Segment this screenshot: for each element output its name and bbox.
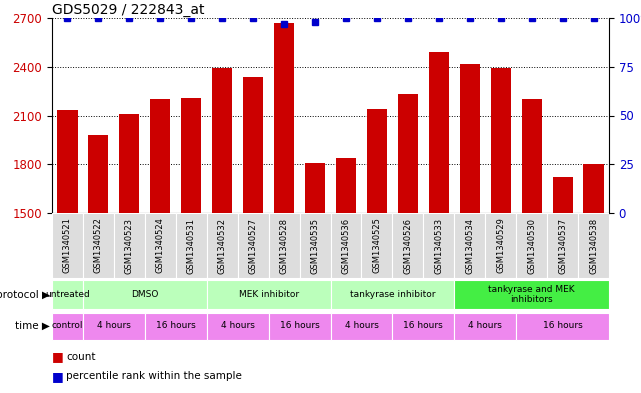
Text: tankyrase inhibitor: tankyrase inhibitor bbox=[349, 290, 435, 299]
Text: GSM1340534: GSM1340534 bbox=[465, 217, 474, 274]
Bar bbox=[398, 94, 418, 213]
Bar bbox=[52, 280, 83, 309]
Bar bbox=[583, 164, 604, 213]
Bar bbox=[392, 213, 423, 278]
Text: MEK inhibitor: MEK inhibitor bbox=[238, 290, 299, 299]
Bar bbox=[269, 312, 331, 340]
Bar bbox=[119, 114, 140, 213]
Bar bbox=[269, 213, 299, 278]
Text: GSM1340522: GSM1340522 bbox=[94, 218, 103, 274]
Text: 16 hours: 16 hours bbox=[403, 321, 443, 331]
Bar bbox=[516, 312, 609, 340]
Text: GSM1340527: GSM1340527 bbox=[249, 217, 258, 274]
Text: GSM1340538: GSM1340538 bbox=[589, 217, 598, 274]
Bar bbox=[212, 68, 232, 213]
Bar bbox=[454, 213, 485, 278]
Bar bbox=[52, 312, 83, 340]
Bar bbox=[367, 109, 387, 213]
Text: 4 hours: 4 hours bbox=[344, 321, 378, 331]
Bar bbox=[114, 213, 145, 278]
Bar bbox=[454, 280, 609, 309]
Bar bbox=[176, 213, 206, 278]
Bar bbox=[578, 213, 609, 278]
Bar bbox=[83, 312, 145, 340]
Bar bbox=[362, 213, 392, 278]
Bar bbox=[274, 23, 294, 213]
Text: GSM1340528: GSM1340528 bbox=[279, 217, 288, 274]
Text: 16 hours: 16 hours bbox=[279, 321, 319, 331]
Text: GSM1340535: GSM1340535 bbox=[310, 217, 319, 274]
Text: time ▶: time ▶ bbox=[15, 321, 50, 331]
Text: GSM1340536: GSM1340536 bbox=[342, 217, 351, 274]
Bar bbox=[52, 213, 83, 278]
Text: ■: ■ bbox=[52, 370, 63, 383]
Text: GSM1340526: GSM1340526 bbox=[403, 217, 412, 274]
Text: GSM1340537: GSM1340537 bbox=[558, 217, 567, 274]
Bar bbox=[522, 99, 542, 213]
Text: 4 hours: 4 hours bbox=[469, 321, 502, 331]
Bar bbox=[88, 135, 108, 213]
Text: GSM1340531: GSM1340531 bbox=[187, 217, 196, 274]
Text: DMSO: DMSO bbox=[131, 290, 158, 299]
Bar bbox=[83, 280, 206, 309]
Bar bbox=[485, 213, 516, 278]
Bar bbox=[150, 99, 171, 213]
Text: tankyrase and MEK
inhibitors: tankyrase and MEK inhibitors bbox=[488, 285, 575, 304]
Bar bbox=[547, 213, 578, 278]
Text: GSM1340529: GSM1340529 bbox=[496, 218, 505, 274]
Bar bbox=[206, 213, 238, 278]
Text: GSM1340532: GSM1340532 bbox=[218, 217, 227, 274]
Bar bbox=[305, 163, 325, 213]
Bar bbox=[206, 312, 269, 340]
Bar bbox=[454, 312, 516, 340]
Text: control: control bbox=[52, 321, 83, 331]
Bar bbox=[553, 177, 572, 213]
Text: 16 hours: 16 hours bbox=[543, 321, 583, 331]
Text: GSM1340524: GSM1340524 bbox=[156, 218, 165, 274]
Bar bbox=[181, 97, 201, 213]
Bar bbox=[83, 213, 114, 278]
Bar bbox=[331, 280, 454, 309]
Text: 4 hours: 4 hours bbox=[221, 321, 254, 331]
Bar bbox=[145, 213, 176, 278]
Bar bbox=[490, 68, 511, 213]
Text: protocol ▶: protocol ▶ bbox=[0, 290, 50, 299]
Bar bbox=[238, 213, 269, 278]
Text: count: count bbox=[66, 352, 96, 362]
Bar bbox=[336, 158, 356, 213]
Bar bbox=[516, 213, 547, 278]
Bar bbox=[331, 312, 392, 340]
Text: 16 hours: 16 hours bbox=[156, 321, 196, 331]
Bar bbox=[429, 52, 449, 213]
Text: GSM1340521: GSM1340521 bbox=[63, 218, 72, 274]
Bar bbox=[331, 213, 362, 278]
Text: GSM1340533: GSM1340533 bbox=[435, 217, 444, 274]
Bar bbox=[392, 312, 454, 340]
Bar bbox=[206, 280, 331, 309]
Text: ■: ■ bbox=[52, 350, 63, 363]
Bar bbox=[460, 64, 480, 213]
Text: 4 hours: 4 hours bbox=[97, 321, 131, 331]
Bar bbox=[243, 77, 263, 213]
Bar bbox=[58, 110, 78, 213]
Text: GSM1340523: GSM1340523 bbox=[125, 217, 134, 274]
Text: GSM1340525: GSM1340525 bbox=[372, 218, 381, 274]
Text: percentile rank within the sample: percentile rank within the sample bbox=[66, 371, 242, 381]
Bar bbox=[145, 312, 206, 340]
Bar bbox=[423, 213, 454, 278]
Text: GDS5029 / 222843_at: GDS5029 / 222843_at bbox=[52, 3, 204, 17]
Text: untreated: untreated bbox=[45, 290, 90, 299]
Text: GSM1340530: GSM1340530 bbox=[527, 217, 536, 274]
Bar bbox=[299, 213, 331, 278]
